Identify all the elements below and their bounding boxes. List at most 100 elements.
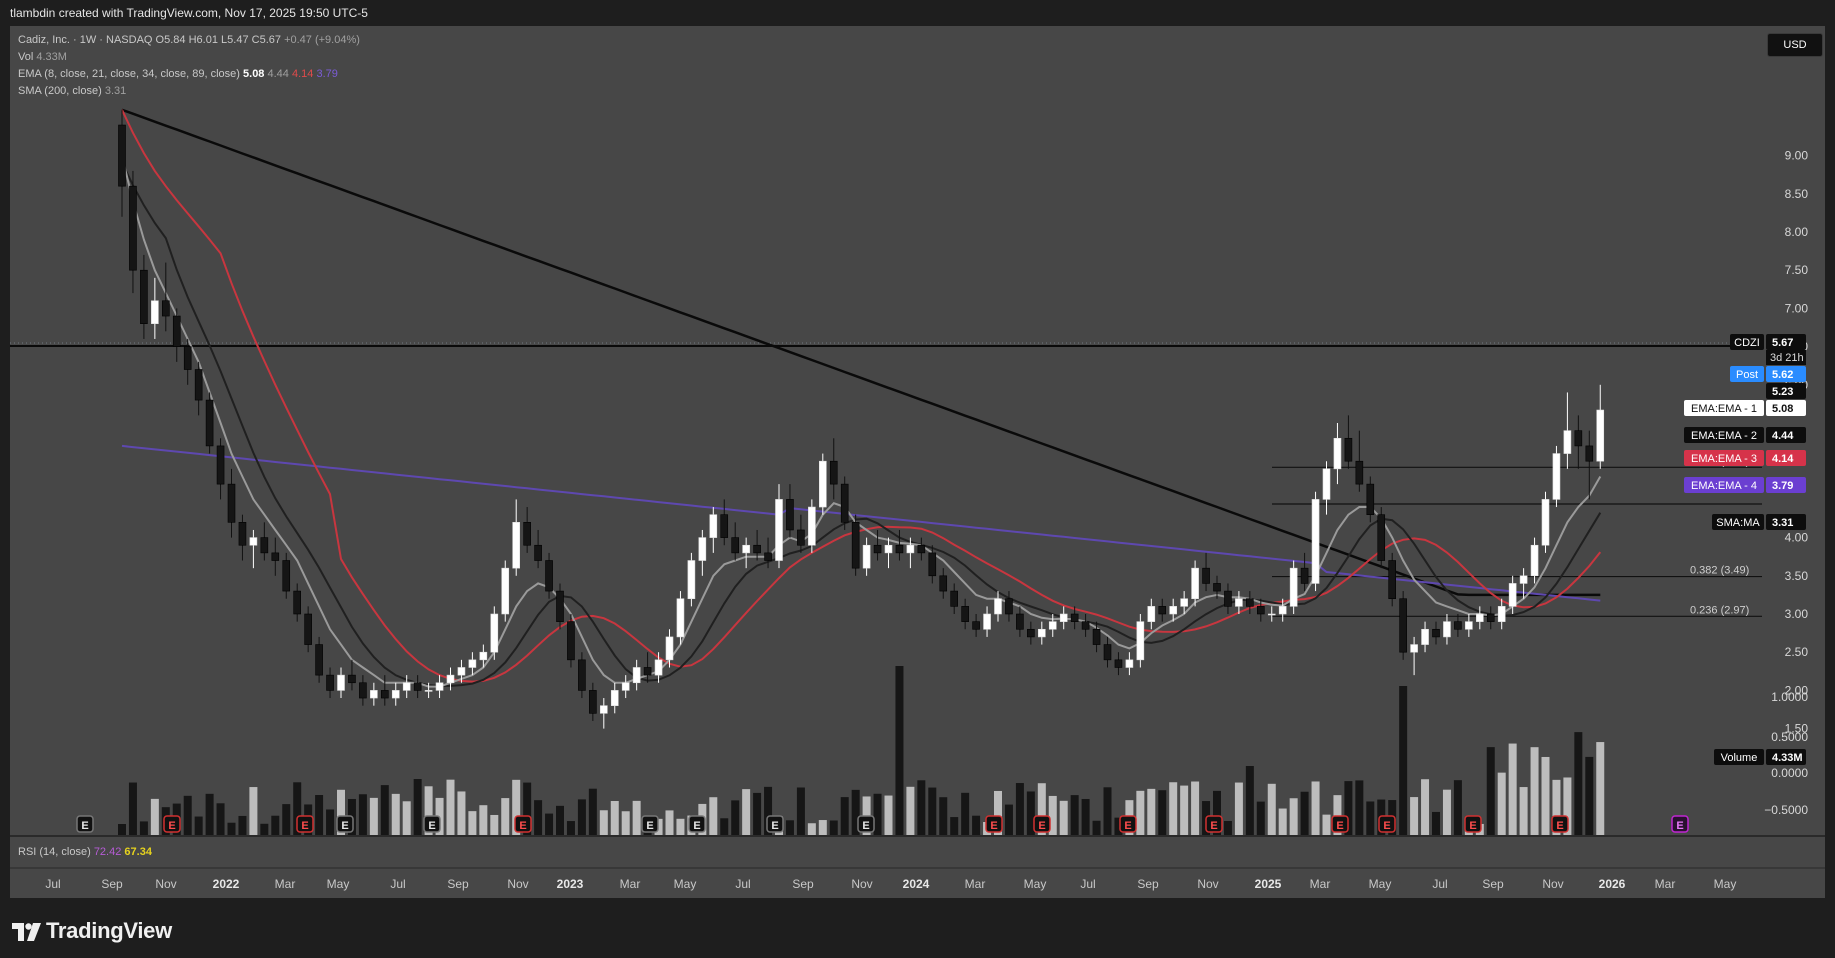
chart-caption: tlambdin created with TradingView.com, N… xyxy=(10,6,368,20)
earnings-marker: E xyxy=(985,815,1003,833)
candle-body xyxy=(972,621,980,630)
candle-body xyxy=(402,682,411,691)
time-tick-label: Jul xyxy=(735,877,750,891)
volume-bar xyxy=(566,821,575,836)
earnings-marker: E xyxy=(163,815,181,833)
candle-body xyxy=(260,537,269,554)
price-tick-label: 7.00 xyxy=(1785,301,1809,315)
candle-body xyxy=(851,522,860,569)
candle-body xyxy=(118,124,126,187)
ema-val-2: 4.44 xyxy=(267,68,289,80)
candle-body xyxy=(1257,606,1265,615)
candle-body xyxy=(742,544,750,554)
candle-body xyxy=(1289,567,1298,607)
candle-body xyxy=(1322,468,1331,500)
price-label-name: Post xyxy=(1736,369,1758,381)
candle-body xyxy=(227,483,236,523)
earnings-marker: E xyxy=(688,815,706,833)
candle-body xyxy=(1443,621,1451,638)
candle-body xyxy=(1267,613,1276,616)
volume-bar xyxy=(1169,782,1178,836)
volume-bar xyxy=(994,790,1002,836)
earnings-marker-frame xyxy=(1205,815,1223,833)
time-tick-label: May xyxy=(674,877,697,891)
candle-body xyxy=(1377,514,1386,561)
candle-body xyxy=(238,522,247,546)
candle-body xyxy=(610,690,619,706)
volume-bar xyxy=(796,787,805,836)
volume-bar xyxy=(939,797,948,836)
volume-bar xyxy=(1004,804,1013,836)
earnings-marker-letter: E xyxy=(519,820,526,832)
candle-body xyxy=(1136,621,1145,661)
volume-bar xyxy=(1081,798,1090,836)
volume-bar xyxy=(194,816,203,836)
candle-body xyxy=(950,590,959,607)
volume-bar xyxy=(1037,783,1046,836)
volume-bar xyxy=(1497,772,1506,836)
candle-body xyxy=(983,613,991,630)
candle-body xyxy=(665,636,674,661)
earnings-marker: E xyxy=(1671,815,1689,833)
time-tick-label: Mar xyxy=(275,877,296,891)
fib-label: 0.236 (2.97) xyxy=(1690,604,1749,616)
candle-body xyxy=(1224,590,1232,607)
volume-bar xyxy=(183,795,192,836)
tradingview-logo[interactable]: TradingView xyxy=(12,918,172,944)
volume-bar xyxy=(1147,788,1156,836)
volume-bar xyxy=(1223,820,1232,836)
candle-body xyxy=(293,590,302,615)
volume-bar xyxy=(588,788,597,836)
candle-body xyxy=(304,613,312,645)
volume-bar xyxy=(1399,686,1408,836)
candle-body xyxy=(994,598,1002,615)
volume-bar xyxy=(545,813,554,836)
price-tick-label: 8.50 xyxy=(1785,187,1809,201)
candle-body xyxy=(556,590,564,622)
time-tick-label: Sep xyxy=(1137,877,1159,891)
volume-bar xyxy=(1300,791,1309,836)
candle-body xyxy=(282,560,291,592)
time-tick-label: Sep xyxy=(447,877,469,891)
ohlc-high-label: H xyxy=(188,34,197,46)
earnings-marker-frame xyxy=(336,815,354,833)
legend-volume: Vol 4.33M xyxy=(18,51,67,63)
volume-bar xyxy=(118,824,126,836)
earnings-marker: E xyxy=(336,815,354,833)
time-tick-label: May xyxy=(327,877,350,891)
volume-bar xyxy=(1322,814,1331,836)
price-label-sub: 3d 21h xyxy=(1770,352,1804,364)
earnings-marker-letter: E xyxy=(301,820,308,832)
volume-bar xyxy=(610,801,619,836)
earnings-marker-frame xyxy=(857,815,875,833)
time-tick-label: Mar xyxy=(620,877,641,891)
volume-bar xyxy=(402,801,411,836)
candle-body xyxy=(1038,628,1046,638)
currency-button[interactable]: USD xyxy=(1767,33,1823,57)
time-tick-label: Sep xyxy=(792,877,814,891)
candle-body xyxy=(151,300,159,324)
time-tick-label: Jul xyxy=(45,877,60,891)
candle-body xyxy=(1125,659,1134,668)
time-tick-label: May xyxy=(1369,877,1392,891)
tradingview-logo-icon xyxy=(12,923,41,942)
volume-bar xyxy=(1596,742,1605,836)
earnings-marker-letter: E xyxy=(693,820,700,832)
symbol-line: Cadiz, Inc. · 1W · NASDAQ xyxy=(18,34,153,46)
volume-bar xyxy=(479,805,488,836)
volume-bar xyxy=(1552,779,1561,836)
volume-bar xyxy=(1015,783,1024,836)
candle-body xyxy=(786,499,794,531)
candle-body xyxy=(643,667,652,676)
volume-bar xyxy=(1508,743,1517,836)
volume-bar xyxy=(1070,795,1079,836)
earnings-marker-frame xyxy=(296,815,314,833)
candle-body xyxy=(818,460,827,508)
candle-body xyxy=(917,544,926,554)
earnings-marker: E xyxy=(1378,815,1396,833)
candle-body xyxy=(140,269,148,324)
volume-bar xyxy=(829,820,838,836)
volume-bar xyxy=(326,809,335,836)
volume-bar xyxy=(1289,798,1298,836)
